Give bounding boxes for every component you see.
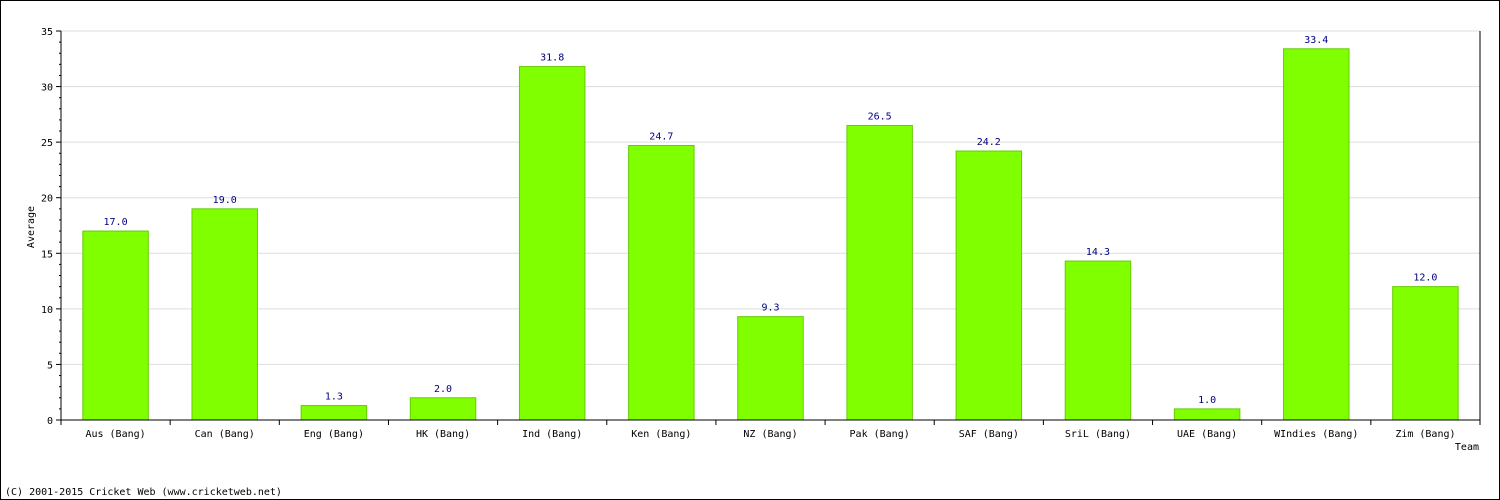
bar [628,144,695,421]
bars [82,48,1459,421]
bar [409,397,477,421]
bar-value-label: 1.3 [325,392,343,403]
bar-value-label: 14.3 [1086,247,1110,258]
labels: 0 5 10 15 20 25 30 35 17.0 Aus (Bang) 19.0 Can (Ban… [41,27,1456,440]
x-tick-label: Ken (Bang) [631,429,691,440]
bar-value-label: 33.4 [1304,35,1328,46]
bar-value-label: 24.7 [649,131,673,142]
y-tick-label: 20 [41,194,53,205]
bar-value-label: 9.3 [761,303,779,314]
x-tick-label: SAF (Bang) [959,429,1019,440]
bar [518,66,586,421]
bar-value-label: 19.0 [213,195,237,206]
x-tick-label: SriL (Bang) [1065,429,1131,440]
x-tick-label: WIndies (Bang) [1274,429,1358,440]
x-tick-label: UAE (Bang) [1177,429,1237,440]
x-tick-label: HK (Bang) [416,429,470,440]
y-tick-label: 25 [41,138,53,149]
x-tick-label: Eng (Bang) [304,429,364,440]
bar [82,230,149,421]
y-tick-label: 15 [41,249,53,260]
bar [737,316,804,421]
y-tick-label: 5 [47,360,53,371]
x-tick-label: Can (Bang) [195,429,255,440]
x-tick-label: NZ (Bang) [743,429,797,440]
y-axis-label: Average [26,206,37,248]
y-tick-label: 10 [41,305,53,316]
x-axis-label: Team [1455,442,1479,453]
bar-value-label: 12.0 [1413,273,1437,284]
bar-value-label: 17.0 [104,217,128,228]
y-tick-label: 30 [41,83,53,94]
x-tick-label: Pak (Bang) [850,429,910,440]
bar [191,208,258,421]
bar [1173,408,1241,421]
y-tick-label: 35 [41,27,53,38]
bar-value-label: 26.5 [868,111,892,122]
grid-lines [61,30,1480,365]
x-tick-label: Zim (Bang) [1395,429,1455,440]
axes [56,30,1481,425]
bar [955,150,1023,421]
bar-value-label: 24.2 [977,137,1001,148]
x-tick-label: Ind (Bang) [522,429,582,440]
bar [1283,48,1350,421]
y-tick-label: 0 [47,416,53,427]
bar [1064,260,1132,421]
bar [846,124,913,421]
bar-value-label: 31.8 [540,53,564,64]
bar [1392,286,1459,421]
bar-value-label: 2.0 [434,384,452,395]
x-tick-label: Aus (Bang) [85,429,145,440]
bar [300,405,368,421]
bar-value-label: 1.0 [1198,395,1216,406]
copyright-footer: (C) 2001-2015 Cricket Web (www.cricketwe… [5,487,282,498]
